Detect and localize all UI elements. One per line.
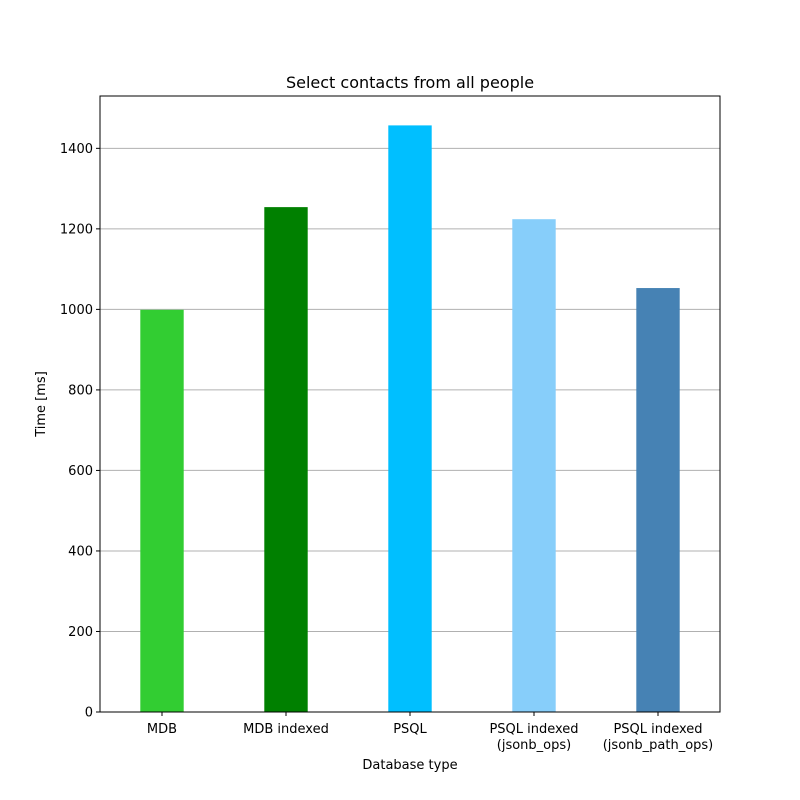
bar [264,207,308,712]
x-tick-label: MDB indexed [243,722,329,737]
x-axis-ticks: MDB MDB indexed PSQL PSQL indexed (jsonb_ops… [147,712,713,753]
y-tick-label: 1400 [60,142,93,157]
x-tick-label: PSQL indexed (jsonb_path_ops) [603,722,714,753]
y-tick-label: 800 [68,383,93,398]
y-tick-label: 0 [85,706,93,721]
x-tick-label: PSQL indexed (jsonb_ops) [489,722,578,753]
y-tick-label: 600 [68,464,93,479]
bar [512,219,556,712]
y-axis-ticks: 0 200 400 600 800 1000 1200 1400 [60,142,100,721]
y-tick-label: 400 [68,544,93,559]
x-tick-label: PSQL [393,722,427,737]
bar [140,309,184,712]
x-tick-label: MDB [147,722,177,737]
x-axis-label: Database type [362,758,457,773]
chart-title: Select contacts from all people [286,73,534,92]
y-tick-label: 200 [68,625,93,640]
y-tick-label: 1200 [60,222,93,237]
bars [140,125,680,712]
bar [636,288,680,712]
y-axis-label: Time [ms] [34,371,49,438]
bar [388,125,432,712]
y-tick-label: 1000 [60,303,93,318]
